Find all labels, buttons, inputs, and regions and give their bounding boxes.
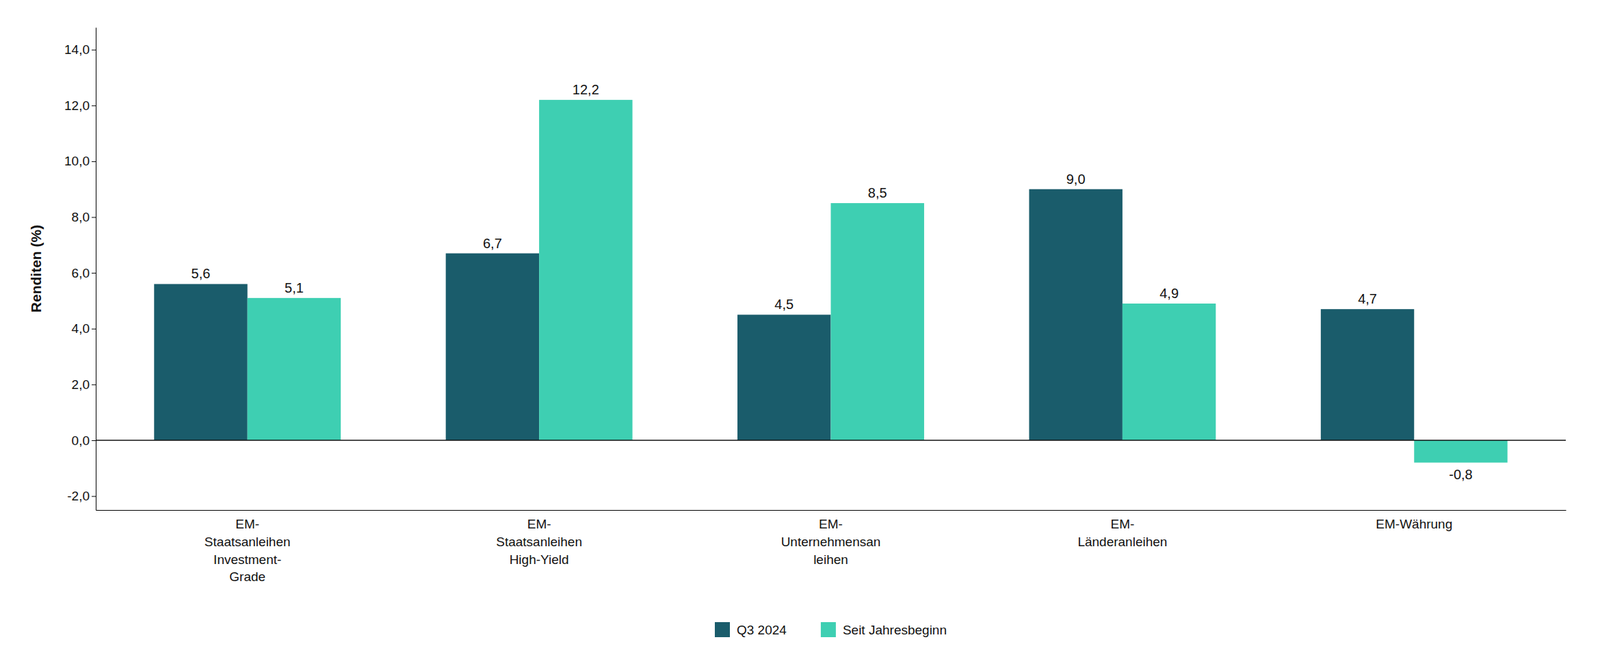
legend-label: Seit Jahresbeginn: [842, 623, 947, 638]
legend-label: Q3 2024: [736, 623, 787, 638]
tick-mark: [91, 272, 96, 274]
tick-mark: [91, 217, 96, 219]
tick-mark: [91, 161, 96, 163]
data-label: 5,6: [191, 266, 211, 282]
tick-label: 14,0: [64, 42, 90, 57]
tick-mark: [91, 384, 96, 386]
data-label: 4,7: [1357, 291, 1377, 307]
tick-mark: [91, 105, 96, 107]
tick-mark: [91, 496, 96, 498]
bar: [1028, 189, 1122, 441]
tick-label: EM-Länderanleihen: [1077, 517, 1167, 550]
axis-line: [96, 510, 1567, 511]
bar: [831, 203, 925, 441]
bar-series: [153, 189, 1414, 441]
tick: 4,0: [71, 321, 96, 336]
tick-label: 0,0: [71, 433, 90, 449]
legend-item: Q3 2024: [714, 622, 787, 638]
legend-swatch: [820, 622, 836, 638]
tick-mark: [91, 329, 96, 330]
tick: 2,0: [71, 377, 96, 392]
axis-line: [95, 28, 97, 511]
baseline: [95, 439, 1566, 442]
legend-swatch: [714, 622, 730, 638]
tick: 8,0: [71, 210, 96, 225]
tick: 10,0: [64, 153, 96, 169]
tick: 12,0: [64, 98, 96, 113]
data-label: -0,8: [1448, 467, 1473, 483]
tick: 0,0: [71, 433, 96, 449]
tick-label: -2,0: [67, 489, 90, 504]
bar: [737, 314, 831, 441]
bar: [539, 99, 633, 441]
legend-item: Seit Jahresbeginn: [820, 622, 947, 638]
bar: [446, 253, 540, 441]
tick: -2,0: [67, 489, 96, 504]
tick: 14,0: [64, 42, 96, 57]
tick-label: 12,0: [64, 98, 90, 113]
data-label: 5,1: [284, 280, 304, 296]
tick-label: EM-StaatsanleihenHigh-Yield: [495, 517, 583, 567]
tick: EM-Unternehmensanleihen: [781, 510, 882, 568]
tick-label: EM-StaatsanleihenInvestment-Grade: [204, 517, 291, 585]
tick-label: 8,0: [71, 210, 90, 225]
tick: EM-StaatsanleihenInvestment-Grade: [204, 510, 291, 585]
data-label: 6,7: [482, 235, 503, 252]
tick-label: 10,0: [64, 153, 90, 169]
bar: [1320, 309, 1414, 441]
tick: EM-Währung: [1375, 510, 1453, 532]
tick-mark: [91, 49, 96, 51]
bar: [247, 298, 341, 441]
x-axis: EM-StaatsanleihenInvestment-Grade EM-Staa…: [96, 510, 1567, 585]
data-labels: 5,6 6,7 4,5 9,0 4,7 5,1 12,2 8,5 4,9 -0,8: [191, 82, 1473, 483]
data-label: 8,5: [868, 185, 888, 201]
tick-label: 4,0: [71, 321, 90, 336]
bar: [1122, 303, 1216, 441]
bar: [1413, 440, 1507, 464]
tick-mark: [91, 440, 96, 442]
data-label: 9,0: [1066, 171, 1086, 187]
bars: [153, 99, 1507, 464]
tick: EM-Länderanleihen: [1077, 510, 1167, 550]
y-axis-title: Renditen (%): [28, 225, 44, 313]
data-label: 4,5: [774, 296, 794, 312]
tick-label: 2,0: [71, 377, 90, 392]
tick: 6,0: [71, 266, 96, 281]
y-axis: -2,0 0,0 2,0 4,0 6,0 8,0 10,0 12,0 14,0: [64, 28, 96, 511]
tick-label: EM-Währung: [1375, 517, 1453, 532]
bar-series: [247, 99, 1508, 464]
legend: Q3 2024 Seit Jahresbeginn: [714, 622, 947, 638]
plot: 5,6 6,7 4,5 9,0 4,7 5,1 12,2 8,5 4,9 -0,8 -2,0 0,0 2…: [64, 28, 1566, 585]
bar: [153, 283, 247, 441]
tick-label: 6,0: [71, 266, 90, 281]
chart: 5,6 6,7 4,5 9,0 4,7 5,1 12,2 8,5 4,9 -0,8 -2,0 0,0 2…: [0, 0, 1600, 657]
data-label: 12,2: [572, 82, 600, 98]
data-label: 4,9: [1159, 285, 1179, 301]
tick: EM-StaatsanleihenHigh-Yield: [495, 510, 583, 568]
tick-label: EM-Unternehmensanleihen: [781, 517, 882, 567]
